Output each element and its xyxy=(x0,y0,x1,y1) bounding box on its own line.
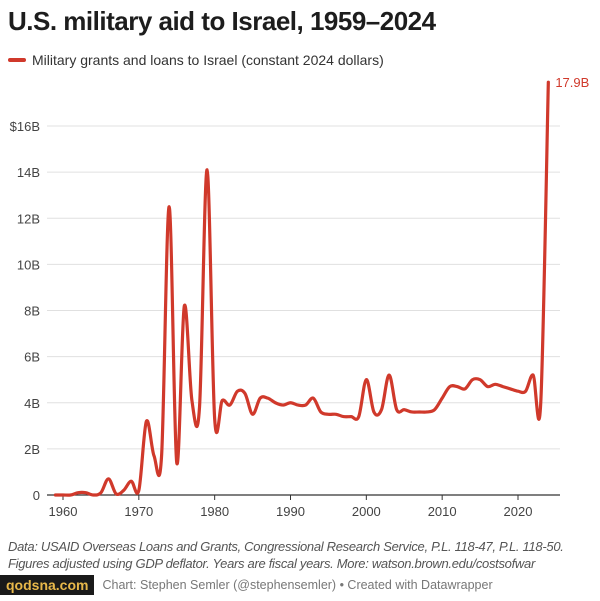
notes-line-2: Figures adjusted using GDP deflator. Yea… xyxy=(8,556,535,571)
legend-label: Military grants and loans to Israel (con… xyxy=(32,52,384,68)
y-tick-label: 6B xyxy=(24,350,40,365)
y-tick-label: 14B xyxy=(17,165,40,180)
line-chart: 0 2B 4B 6B 8B 10B 12B 14B $16B 1960 1970 1980 1990 20… xyxy=(10,75,590,519)
y-tick-label: 10B xyxy=(17,257,40,272)
chart-title: U.S. military aid to Israel, 1959–2024 xyxy=(8,6,436,36)
y-tick-label: 8B xyxy=(24,304,40,319)
legend-swatch xyxy=(8,58,26,62)
y-tick-label: 2B xyxy=(24,442,40,457)
data-line xyxy=(53,80,550,497)
x-tick-label: 2020 xyxy=(504,504,533,519)
x-tick-label: 2010 xyxy=(428,504,457,519)
footer-row: qodsna.com Chart: Stephen Semler (@steph… xyxy=(0,575,493,595)
y-tick-label: $16B xyxy=(10,119,40,134)
end-value-label: 17.9B xyxy=(555,75,589,90)
watermark-logo: qodsna.com xyxy=(0,575,95,595)
y-tick-label: 4B xyxy=(24,396,40,411)
notes-line-1: Data: USAID Overseas Loans and Grants, C… xyxy=(8,539,564,554)
source-notes: Data: USAID Overseas Loans and Grants, C… xyxy=(8,538,564,572)
x-tick-label: 1960 xyxy=(49,504,78,519)
y-tick-label: 12B xyxy=(17,211,40,226)
y-tick-label: 0 xyxy=(33,488,40,503)
legend: Military grants and loans to Israel (con… xyxy=(8,52,384,68)
credit: Chart: Stephen Semler (@stephensemler) •… xyxy=(102,578,493,592)
x-tick-label: 2000 xyxy=(352,504,381,519)
x-tick-label: 1990 xyxy=(276,504,305,519)
x-tick-label: 1970 xyxy=(124,504,153,519)
x-tick-label: 1980 xyxy=(200,504,229,519)
